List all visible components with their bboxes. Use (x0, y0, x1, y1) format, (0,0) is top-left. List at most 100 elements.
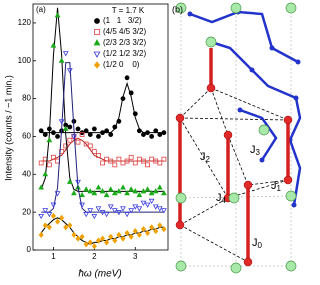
data-point (152, 188, 159, 194)
data-point (124, 75, 130, 81)
data-point (132, 111, 138, 117)
data-point (38, 160, 44, 166)
data-point (83, 212, 90, 218)
data-point (112, 237, 118, 244)
data-point (91, 126, 97, 132)
axes-frame (32, 3, 169, 251)
legend-label: (4/5 4/5 3/2) (103, 27, 146, 36)
data-point (91, 213, 98, 220)
y-tick-label: 20 (22, 207, 31, 216)
data-point (157, 160, 163, 166)
data-point (153, 128, 159, 134)
data-point (128, 90, 134, 96)
data-point (75, 235, 81, 242)
data-point (95, 184, 102, 190)
data-point (100, 130, 105, 136)
data-point (91, 243, 97, 250)
data-point (132, 188, 139, 194)
data-point (145, 130, 150, 136)
data-point (54, 12, 61, 18)
data-point (148, 198, 155, 205)
data-point (46, 162, 52, 168)
x-axis-label: ħω (meV) (78, 269, 121, 280)
data-point (51, 154, 56, 160)
data-point (116, 188, 122, 194)
data-point (161, 156, 167, 162)
data-point (120, 184, 126, 190)
data-point (38, 213, 45, 220)
data-point (124, 229, 130, 236)
legend-label: (2/3 2/3 3/2) (103, 38, 146, 47)
data-point (38, 184, 45, 190)
data-point (144, 202, 151, 208)
data-point (99, 210, 106, 216)
data-point (96, 134, 101, 139)
data-point (124, 190, 130, 196)
data-point (161, 130, 167, 136)
data-point (62, 51, 69, 57)
data-point (149, 224, 155, 231)
data-point (120, 206, 126, 212)
data-point (42, 171, 49, 177)
data-point (83, 241, 89, 248)
data-point (67, 137, 73, 143)
coupling-label: J2 (200, 151, 211, 164)
data-point (50, 202, 57, 208)
data-point (128, 186, 135, 192)
data-point (67, 124, 73, 130)
data-point (50, 42, 57, 48)
data-point (128, 154, 134, 160)
coupling-label: J4 (216, 192, 227, 205)
data-point (112, 124, 118, 130)
data-point (108, 233, 114, 240)
data-point (96, 152, 101, 158)
data-point (157, 222, 163, 229)
data-point (79, 132, 85, 137)
data-point (87, 188, 94, 194)
data-point (95, 237, 101, 244)
data-point (62, 125, 69, 131)
data-point (132, 160, 138, 166)
data-point (156, 184, 163, 190)
data-point (149, 134, 155, 139)
data-point (38, 128, 44, 134)
data-point (157, 132, 163, 137)
data-point (46, 137, 53, 143)
data-point (141, 132, 146, 137)
data-point (71, 190, 77, 196)
data-point (67, 222, 73, 229)
fit-line (41, 137, 164, 162)
data-point (71, 231, 77, 238)
data-point (141, 158, 146, 164)
data-point (104, 239, 110, 246)
data-point (120, 96, 126, 102)
data-point (95, 206, 102, 212)
data-point (71, 134, 77, 140)
legend-marker (93, 39, 101, 46)
data-point (132, 228, 138, 235)
data-point (75, 179, 81, 186)
data-point (58, 119, 65, 125)
x-tick-label: 3 (133, 252, 138, 261)
legend-marker (94, 18, 100, 24)
data-point (136, 128, 142, 134)
y-tick-label: 0 (27, 245, 32, 254)
data-point (140, 188, 147, 194)
exchange-paths (179, 87, 289, 263)
fit-line (41, 81, 164, 134)
data-point (103, 212, 110, 218)
data-point (104, 128, 110, 134)
data-point (55, 134, 60, 139)
data-point (54, 191, 61, 197)
data-point (66, 68, 73, 74)
red-bonds (178, 48, 290, 262)
data-point (91, 190, 98, 196)
figure: (a) ħω (meV) Intensity (counts / ~1 min.… (3, 2, 302, 280)
coupling-label: J3 (250, 144, 261, 157)
data-point (161, 208, 167, 214)
legend-label: (1/2 1/2 3/2) (103, 49, 146, 58)
y-tick-label: 60 (22, 132, 31, 141)
data-point (63, 143, 69, 149)
data-point (136, 206, 143, 212)
legend-marker (93, 51, 101, 58)
